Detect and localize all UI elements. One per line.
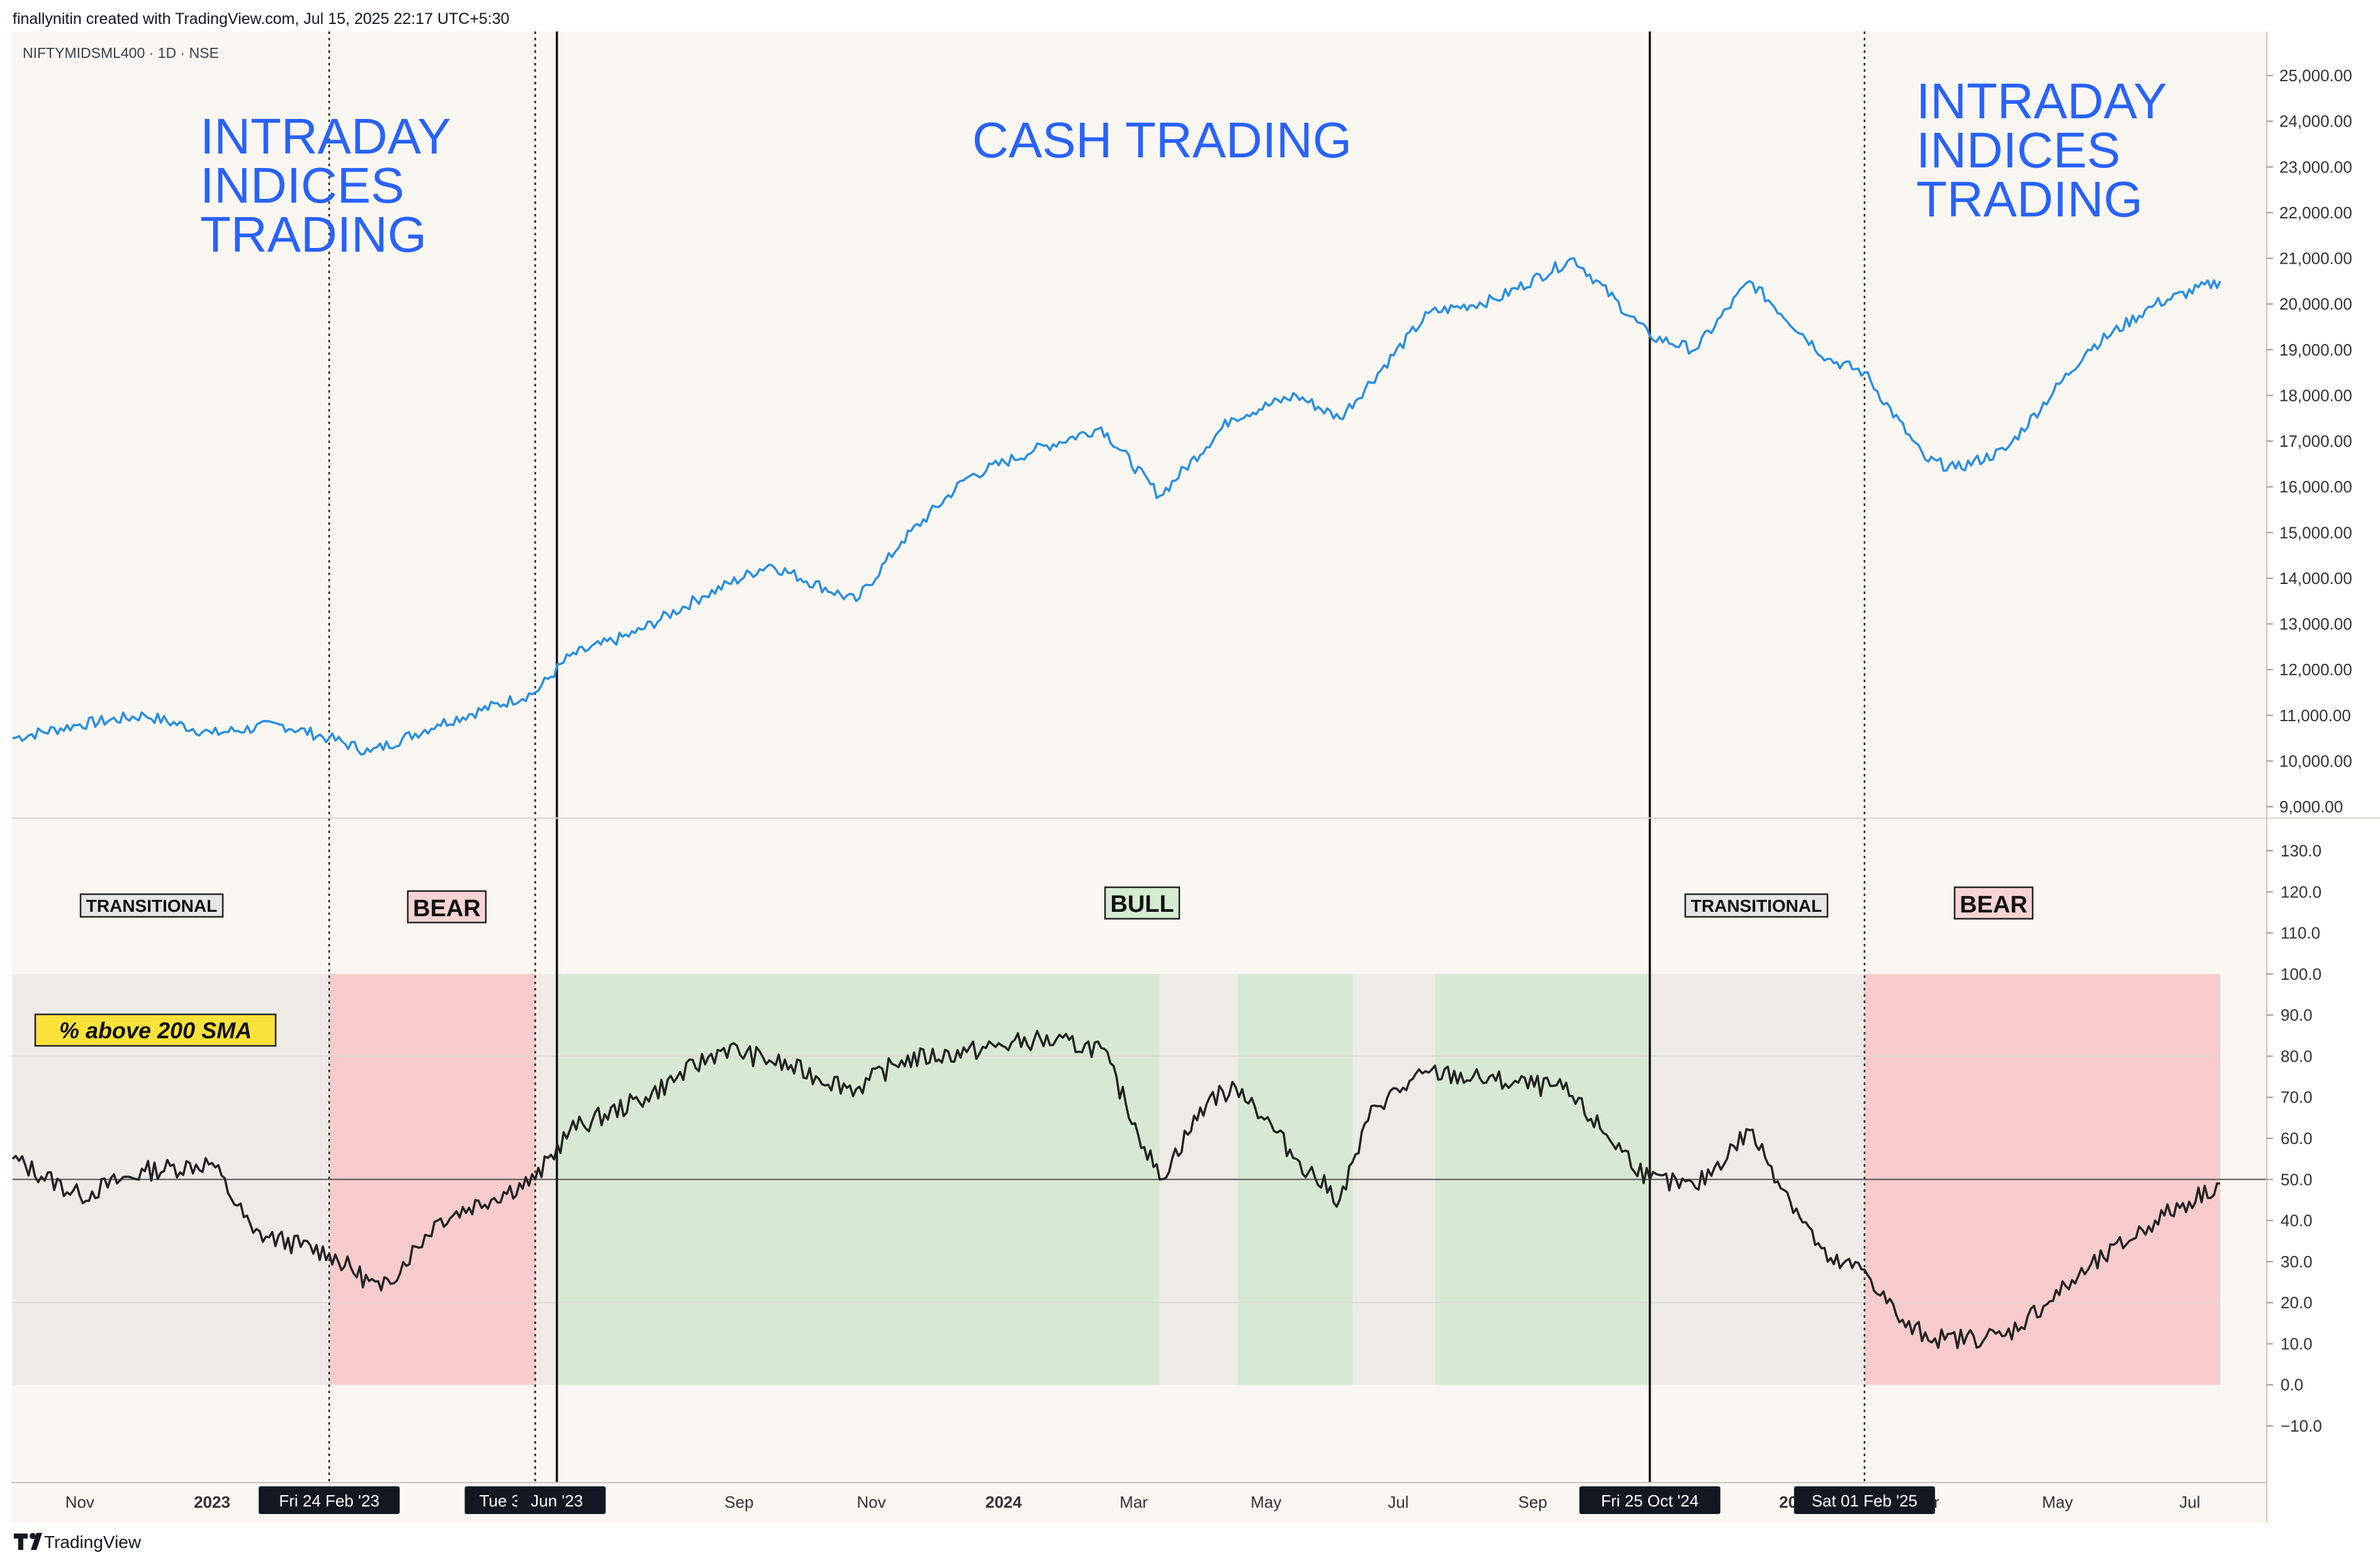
symbol-title: NIFTYMIDSML400 · 1D · NSE	[23, 45, 219, 61]
price-tick-label: 24,000.00	[2279, 112, 2352, 131]
breadth-series	[11, 1029, 2221, 1350]
breadth-tick-label: 10.0	[2281, 1334, 2313, 1353]
regime-label-bear-right: BEAR	[1953, 886, 2034, 920]
time-marker-bg	[517, 1486, 597, 1514]
price-tick-label: 13,000.00	[2279, 615, 2352, 634]
vertical-marker-lines	[328, 31, 1866, 1483]
time-tick-label: Mar	[1120, 1493, 1148, 1512]
breadth-tick-label: 30.0	[2281, 1252, 2313, 1271]
time-marker: Jun '23	[517, 1486, 597, 1514]
annotation-right-line-2: INDICES	[1916, 122, 2121, 178]
regime-label-transitional-left: TRANSITIONAL	[79, 893, 224, 918]
price-axis[interactable]: 25,000.00 24,000.00 23,000.00 22,000.00 21,0…	[2267, 66, 2352, 816]
regime-label-text: BEAR	[1960, 892, 2028, 918]
time-marker: Sat 01 Feb '25	[1793, 1486, 1935, 1514]
regime-label-bear-left: BEAR	[407, 890, 487, 924]
price-tick-label: 14,000.00	[2279, 569, 2352, 588]
price-tick-label: 22,000.00	[2279, 203, 2352, 222]
time-tick-label: Nov	[856, 1493, 885, 1512]
annotation-right-line-1: INTRADAY	[1916, 73, 2167, 129]
price-tick-label: 10,000.00	[2279, 751, 2352, 770]
annotation-left-line-3: TRADING	[200, 206, 427, 262]
gridlines	[13, 1055, 2267, 1303]
indicator-label: % above 200 SMA	[34, 1013, 277, 1047]
price-tick-label: 15,000.00	[2279, 523, 2352, 542]
price-tick-label: 12,000.00	[2279, 660, 2352, 679]
footer-brand: TradingView	[44, 1532, 142, 1552]
time-tick-label: Sep	[724, 1493, 753, 1512]
time-marker-bg	[1793, 1486, 1935, 1514]
time-tick-label: May	[2042, 1493, 2073, 1512]
credit-text: finallynitin created with TradingView.co…	[13, 10, 510, 28]
price-tick-label: 19,000.00	[2279, 340, 2352, 359]
annotation-middle: CASH TRADING	[972, 112, 1352, 168]
breadth-tick-label: 60.0	[2281, 1129, 2313, 1148]
price-tick-label: 9,000.00	[2279, 797, 2343, 816]
time-tick-label: Sep	[1518, 1493, 1547, 1512]
regime-label-text: TRANSITIONAL	[1691, 896, 1822, 916]
price-tick-label: 17,000.00	[2279, 432, 2352, 451]
tradingview-logo-icon	[14, 1533, 42, 1550]
time-marker-label: Sat 01 Feb '25	[1812, 1491, 1917, 1510]
breadth-tick-label: −10.0	[2281, 1416, 2322, 1435]
breadth-tick-label: 50.0	[2281, 1170, 2313, 1189]
time-tick-label: 2023	[194, 1493, 230, 1512]
price-tick-label: 20,000.00	[2279, 294, 2352, 313]
time-marker-label: Jun '23	[530, 1491, 583, 1510]
annotation-left-line-1: INTRADAY	[200, 108, 451, 164]
annotation-left-line-2: INDICES	[200, 157, 405, 213]
regime-label-text: BULL	[1110, 891, 1174, 917]
time-marker-bg	[1579, 1486, 1720, 1514]
time-axis[interactable]: Nov2023MarSepNov2024MarMayJulSep2025MarM…	[65, 1486, 2201, 1514]
time-tick-label: May	[1250, 1493, 1281, 1512]
breadth-tick-label: 70.0	[2281, 1088, 2313, 1107]
breadth-tick-label: 130.0	[2281, 841, 2321, 860]
time-marker-label: Fri 24 Feb '23	[279, 1491, 379, 1510]
breadth-tick-label: 90.0	[2281, 1006, 2313, 1024]
breadth-axis[interactable]: 130.0 120.0 110.0 100.0 90.0 80.0 70.0 60.0 50.0…	[2267, 841, 2322, 1435]
breadth-tick-label: 100.0	[2281, 965, 2321, 984]
price-series	[12, 257, 2221, 756]
regime-label-text: BEAR	[413, 895, 481, 922]
breadth-tick-label: 120.0	[2281, 882, 2321, 901]
annotation-right: INTRADAY INDICES TRADING	[1916, 73, 2167, 227]
breadth-tick-label: 40.0	[2281, 1211, 2313, 1230]
regime-label-transitional-right: TRANSITIONAL	[1684, 893, 1829, 918]
time-tick-label: Nov	[65, 1493, 94, 1512]
breadth-line	[11, 1029, 2221, 1350]
time-marker-label: Fri 25 Oct '24	[1601, 1491, 1698, 1510]
annotation-right-line-3: TRADING	[1916, 171, 2143, 227]
time-tick-label: Jul	[2179, 1493, 2200, 1512]
time-tick-label: Jul	[1388, 1493, 1408, 1512]
time-marker: Fri 24 Feb '23	[259, 1486, 400, 1514]
price-tick-label: 21,000.00	[2279, 249, 2352, 268]
regime-label-text: TRANSITIONAL	[86, 896, 217, 916]
breadth-tick-label: 110.0	[2281, 924, 2320, 943]
time-marker-bg	[259, 1486, 400, 1514]
price-tick-label: 23,000.00	[2279, 157, 2352, 176]
time-tick-label: 2024	[985, 1493, 1022, 1512]
time-marker: Fri 25 Oct '24	[1579, 1486, 1720, 1514]
breadth-tick-label: 0.0	[2281, 1376, 2303, 1394]
regime-label-bull: BULL	[1104, 886, 1181, 920]
indicator-label-text: % above 200 SMA	[59, 1018, 252, 1043]
price-tick-label: 18,000.00	[2279, 386, 2352, 405]
price-line	[12, 257, 2221, 756]
price-tick-label: 11,000.00	[2279, 706, 2351, 725]
price-tick-label: 16,000.00	[2279, 478, 2352, 496]
price-tick-label: 25,000.00	[2279, 66, 2352, 85]
annotation-left: INTRADAY INDICES TRADING	[200, 108, 451, 262]
breadth-tick-label: 80.0	[2281, 1046, 2313, 1065]
breadth-tick-label: 20.0	[2281, 1293, 2313, 1312]
